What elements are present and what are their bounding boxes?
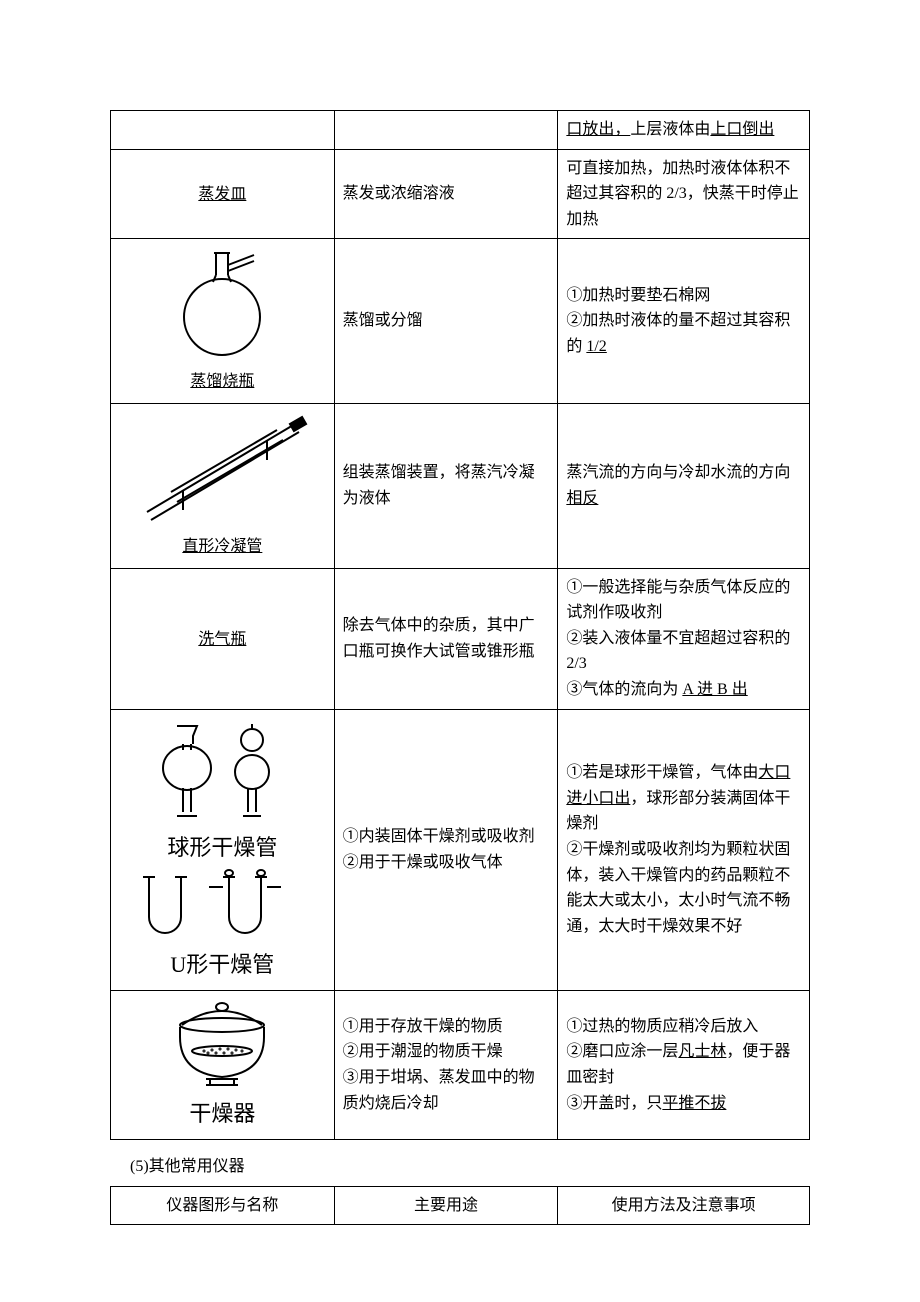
apparatus-name: 球形干燥管	[115, 830, 330, 865]
note-line: ①一般选择能与杂质气体反应的试剂作吸收剂	[566, 575, 801, 626]
use-cell: 组装蒸馏装置，将蒸汽冷凝为液体	[334, 403, 558, 568]
empty-cell	[111, 111, 335, 150]
note-text: 相反	[566, 490, 598, 507]
apparatus-name: U形干燥管	[115, 947, 330, 982]
name-cell: 蒸馏烧瓶	[111, 239, 335, 404]
use-line: ①用于存放干燥的物质	[343, 1014, 550, 1040]
table-header-row: 仪器图形与名称 主要用途 使用方法及注意事项	[111, 1186, 810, 1225]
note-text: 上口倒出	[710, 121, 774, 138]
note-line: ②装入液体量不宜超超过容积的 2/3	[566, 626, 801, 677]
table-row: 干燥器 ①用于存放干燥的物质 ②用于潮湿的物质干燥 ③用于坩埚、蒸发皿中的物质灼…	[111, 990, 810, 1139]
note-line: ①若是球形干燥管，气体由大口进小口出，球形部分装满固体干燥剂	[566, 760, 801, 837]
use-line: ③用于坩埚、蒸发皿中的物质灼烧后冷却	[343, 1065, 550, 1116]
drying-tube-icon	[137, 718, 307, 828]
note-text: 上层液体由	[630, 121, 710, 138]
use-line: ②用于干燥或吸收气体	[343, 850, 550, 876]
use-cell: 蒸发或浓缩溶液	[334, 149, 558, 239]
table-row: 直形冷凝管 组装蒸馏装置，将蒸汽冷凝为液体 蒸汽流的方向与冷却水流的方向相反	[111, 403, 810, 568]
note-line: ③开盖时，只平推不拔	[566, 1091, 801, 1117]
table-row: 口放出，上层液体由上口倒出	[111, 111, 810, 150]
name-cell: 球形干燥管 U形干燥管	[111, 709, 335, 990]
note-cell: 蒸汽流的方向与冷却水流的方向相反	[558, 403, 810, 568]
note-cell: ①加热时要垫石棉网 ②加热时液体的量不超过其容积的 1/2	[558, 239, 810, 404]
table-row: 蒸发皿 蒸发或浓缩溶液 可直接加热，加热时液体体积不超过其容积的 2/3，快蒸干…	[111, 149, 810, 239]
empty-cell	[334, 111, 558, 150]
section-heading: (5)其他常用仪器	[130, 1154, 810, 1180]
name-cell: 洗气瓶	[111, 568, 335, 709]
note-cell: ①一般选择能与杂质气体反应的试剂作吸收剂 ②装入液体量不宜超超过容积的 2/3 …	[558, 568, 810, 709]
table-row: 蒸馏烧瓶 蒸馏或分馏 ①加热时要垫石棉网 ②加热时液体的量不超过其容积的 1/2	[111, 239, 810, 404]
table-row: 球形干燥管 U形干燥管 ①内装固体干燥剂或吸收剂 ②用于干燥	[111, 709, 810, 990]
note-line: ③气体的流向为 A 进 B 出	[566, 677, 801, 703]
desiccator-icon	[162, 999, 282, 1094]
table-row: 洗气瓶 除去气体中的杂质，其中广口瓶可换作大试管或锥形瓶 ①一般选择能与杂质气体…	[111, 568, 810, 709]
distillation-flask-icon	[172, 247, 272, 367]
column-header: 仪器图形与名称	[111, 1186, 335, 1225]
use-line: ①内装固体干燥剂或吸收剂	[343, 824, 550, 850]
use-cell: 蒸馏或分馏	[334, 239, 558, 404]
apparatus-name: 洗气瓶	[198, 631, 246, 648]
note-line: ②磨口应涂一层凡士林，便于器皿密封	[566, 1039, 801, 1090]
note-line: ①过热的物质应稍冷后放入	[566, 1014, 801, 1040]
use-cell: 除去气体中的杂质，其中广口瓶可换作大试管或锥形瓶	[334, 568, 558, 709]
name-cell: 蒸发皿	[111, 149, 335, 239]
note-line: ②加热时液体的量不超过其容积的 1/2	[566, 308, 801, 359]
apparatus-name: 干燥器	[115, 1096, 330, 1131]
use-line: ②用于潮湿的物质干燥	[343, 1039, 550, 1065]
u-drying-tube-icon	[127, 865, 317, 945]
note-cell: 可直接加热，加热时液体体积不超过其容积的 2/3，快蒸干时停止加热	[558, 149, 810, 239]
other-apparatus-table: 仪器图形与名称 主要用途 使用方法及注意事项	[110, 1186, 810, 1226]
note-line: ②干燥剂或吸收剂均为颗粒状固体，装入干燥管内的药品颗粒不能太大或太小，太小时气流…	[566, 837, 801, 939]
apparatus-name: 蒸馏烧瓶	[190, 373, 254, 390]
name-cell: 干燥器	[111, 990, 335, 1139]
column-header: 主要用途	[334, 1186, 558, 1225]
note-text: 口放出，	[566, 121, 630, 138]
use-cell: ①内装固体干燥剂或吸收剂 ②用于干燥或吸收气体	[334, 709, 558, 990]
apparatus-name: 蒸发皿	[198, 186, 246, 203]
condenser-icon	[127, 412, 317, 532]
note-line: ①加热时要垫石棉网	[566, 283, 801, 309]
note-text: 蒸汽流的方向与冷却水流的方向	[566, 464, 790, 481]
use-cell: ①用于存放干燥的物质 ②用于潮湿的物质干燥 ③用于坩埚、蒸发皿中的物质灼烧后冷却	[334, 990, 558, 1139]
name-cell: 直形冷凝管	[111, 403, 335, 568]
note-cell: 口放出，上层液体由上口倒出	[558, 111, 810, 150]
apparatus-table: 口放出，上层液体由上口倒出 蒸发皿 蒸发或浓缩溶液 可直接加热，加热时液体体积不…	[110, 110, 810, 1140]
column-header: 使用方法及注意事项	[558, 1186, 810, 1225]
note-cell: ①若是球形干燥管，气体由大口进小口出，球形部分装满固体干燥剂 ②干燥剂或吸收剂均…	[558, 709, 810, 990]
apparatus-name: 直形冷凝管	[182, 538, 262, 555]
note-cell: ①过热的物质应稍冷后放入 ②磨口应涂一层凡士林，便于器皿密封 ③开盖时，只平推不…	[558, 990, 810, 1139]
